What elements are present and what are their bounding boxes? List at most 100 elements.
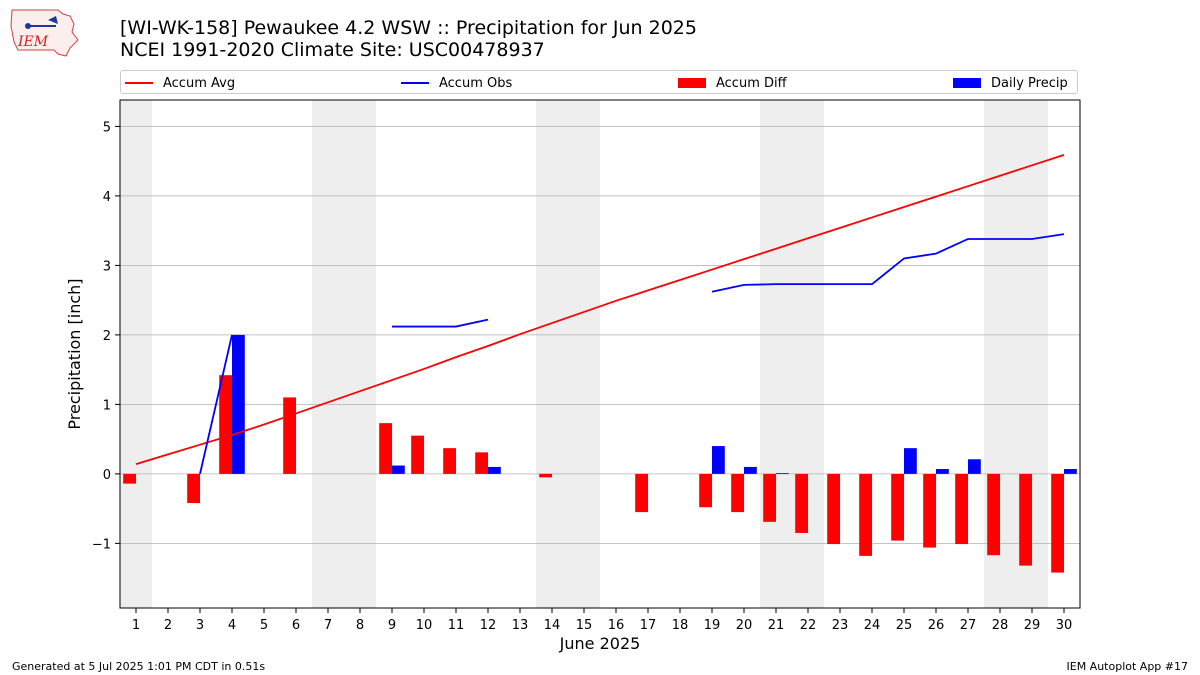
x-tick-label: 4 <box>228 618 236 633</box>
daily-precip-bar <box>744 466 757 474</box>
y-tick-label: 5 <box>103 120 111 135</box>
accum-diff-bar <box>411 435 424 474</box>
accum-diff-bar <box>539 473 552 478</box>
y-tick-label: −1 <box>92 537 111 552</box>
app-credit: IEM Autoplot App #17 <box>1066 660 1189 673</box>
x-tick-label: 18 <box>672 618 689 633</box>
y-tick-label: 2 <box>103 329 111 344</box>
x-tick-label: 15 <box>576 618 593 633</box>
y-tick-label: 1 <box>103 398 111 413</box>
x-tick-label: 12 <box>480 618 497 633</box>
y-gridlines <box>120 126 1080 544</box>
daily-precip-bar <box>936 469 949 474</box>
legend-swatch-accum-diff <box>678 78 706 88</box>
lines <box>135 154 1065 475</box>
y-axis-title: Precipitation [inch] <box>65 278 84 429</box>
accum-obs-line <box>392 318 489 328</box>
x-tick-label: 24 <box>864 618 881 633</box>
legend-swatch-daily-precip <box>953 78 981 88</box>
weekend-band <box>120 100 152 608</box>
x-tick-label: 8 <box>356 618 364 633</box>
y-tick-label: 3 <box>103 259 111 274</box>
x-tick-label: 17 <box>640 618 657 633</box>
weekend-band <box>312 100 376 608</box>
x-tick-label: 19 <box>704 618 721 633</box>
x-tick-label: 2 <box>164 618 172 633</box>
y-tick-label: 0 <box>103 468 111 483</box>
legend-item-accum-diff: Accum Diff <box>678 74 787 92</box>
legend-item-accum-avg: Accum Avg <box>125 74 235 92</box>
daily-precip-bar <box>488 466 501 474</box>
daily-precip-bar <box>392 465 405 474</box>
x-tick-label: 3 <box>196 618 204 633</box>
x-tick-label: 13 <box>512 618 529 633</box>
x-tick-label: 28 <box>992 618 1009 633</box>
x-tick-label: 14 <box>544 618 561 633</box>
x-tick-label: 30 <box>1056 618 1073 633</box>
daily-precip-bar <box>904 448 917 474</box>
legend-label-accum-diff: Accum Diff <box>716 75 787 91</box>
chart-subtitle: NCEI 1991-2020 Climate Site: USC00478937 <box>120 39 545 61</box>
x-tick-label: 22 <box>800 618 817 633</box>
accum-diff-bar <box>1051 473 1064 573</box>
daily-precip-bar <box>968 459 981 474</box>
daily-precip-bar <box>232 334 245 474</box>
legend-item-daily-precip: Daily Precip <box>953 74 1068 92</box>
legend-label-accum-avg: Accum Avg <box>163 75 236 91</box>
accum-diff-bar <box>891 473 904 541</box>
x-tick-label: 10 <box>416 618 433 633</box>
accum-diff-bar <box>1019 473 1032 566</box>
accum-avg-line <box>135 154 1065 466</box>
legend-label-daily-precip: Daily Precip <box>991 75 1068 91</box>
accum-diff-bar <box>123 473 136 484</box>
accum-diff-bar <box>923 473 936 548</box>
legend-item-accum-obs: Accum Obs <box>401 74 512 92</box>
x-tick-label: 6 <box>292 618 300 633</box>
accum-diff-bar <box>731 473 744 513</box>
x-tick-label: 9 <box>388 618 396 633</box>
chart-title: [WI-WK-158] Pewaukee 4.2 WSW :: Precipit… <box>120 17 697 39</box>
iem-logo-text: IEM <box>17 34 49 50</box>
accum-diff-bar <box>795 473 808 533</box>
iem-logo: IEM <box>10 9 79 57</box>
legend: Accum Avg Accum Obs Accum Diff Daily Pre… <box>120 70 1078 94</box>
daily-precip-bar <box>776 473 789 474</box>
daily-precip-bar <box>1064 469 1077 474</box>
plot-frame <box>119 99 1081 609</box>
accum-diff-bar <box>987 473 1000 556</box>
weekend-shading <box>120 100 1048 608</box>
x-tick-label: 1 <box>132 618 140 633</box>
x-tick-label: 23 <box>832 618 849 633</box>
x-tick-label: 16 <box>608 618 625 633</box>
accum-obs-line <box>199 334 233 475</box>
accum-diff-bar <box>283 397 296 474</box>
x-tick-label: 5 <box>260 618 268 633</box>
x-tick-label: 27 <box>960 618 977 633</box>
x-tick-label: 26 <box>928 618 945 633</box>
accum-diff-bar <box>443 448 456 474</box>
x-axis-title: June 2025 <box>559 634 641 653</box>
bars <box>123 334 1077 573</box>
accum-diff-bar <box>763 473 776 522</box>
weekend-band <box>760 100 824 608</box>
accum-diff-bar <box>187 473 200 504</box>
x-ticks: 1 2 3 4 5 6 7 8 9 10 11 12 13 14 15 16 17 18 19 20 21 22 23 24 2… <box>132 608 1072 633</box>
legend-label-accum-obs: Accum Obs <box>439 75 513 91</box>
x-tick-label: 25 <box>896 618 913 633</box>
accum-diff-bar <box>827 473 840 545</box>
accum-diff-bar <box>219 375 232 474</box>
accum-diff-bar <box>859 473 872 556</box>
x-tick-label: 7 <box>324 618 332 633</box>
legend-swatch-accum-obs <box>401 82 429 84</box>
accum-diff-bar <box>635 473 648 513</box>
accum-obs-line <box>711 233 1065 293</box>
legend-swatch-accum-avg <box>125 82 153 84</box>
accum-diff-bar <box>379 423 392 474</box>
y-tick-label: 4 <box>103 190 111 205</box>
x-tick-label: 29 <box>1024 618 1041 633</box>
accum-diff-bar <box>475 452 488 474</box>
x-tick-label: 20 <box>736 618 753 633</box>
daily-precip-bar <box>712 446 725 474</box>
x-tick-label: 21 <box>768 618 785 633</box>
